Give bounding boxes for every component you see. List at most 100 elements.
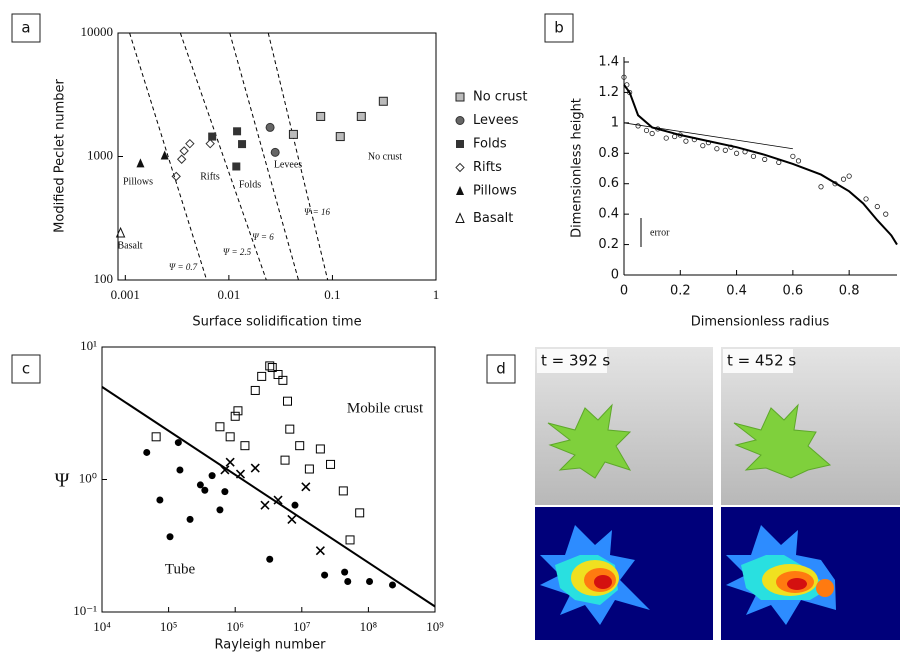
marker bbox=[378, 96, 388, 106]
data-line bbox=[623, 84, 898, 246]
marker bbox=[295, 441, 305, 451]
marker bbox=[316, 111, 326, 121]
x-tick-label: 0.6 bbox=[783, 284, 804, 299]
marker bbox=[185, 138, 195, 149]
panel-label: a bbox=[21, 19, 30, 37]
marker bbox=[345, 535, 355, 545]
marker bbox=[166, 533, 174, 541]
marker bbox=[267, 363, 277, 373]
marker bbox=[355, 508, 365, 518]
marker bbox=[186, 515, 194, 523]
guide-line bbox=[179, 32, 267, 281]
y-tick-label: 0.4 bbox=[598, 207, 619, 222]
data-line bbox=[101, 386, 436, 608]
panel-label-box bbox=[486, 354, 516, 384]
marker bbox=[621, 74, 627, 80]
legend-marker bbox=[455, 212, 465, 223]
panel-label: c bbox=[22, 360, 30, 378]
plot-frame bbox=[101, 346, 436, 613]
marker bbox=[790, 153, 796, 159]
y-tick-label: 10⁻¹ bbox=[73, 603, 97, 618]
marker bbox=[230, 411, 240, 421]
legend-label: Basalt bbox=[473, 211, 513, 226]
marker bbox=[115, 226, 126, 238]
legend-marker bbox=[456, 186, 464, 195]
x-tick-label: 0.8 bbox=[839, 284, 860, 299]
frame-left bbox=[535, 347, 713, 640]
annotation: No crust bbox=[368, 151, 402, 162]
guide-label: Ψ = 0.7 bbox=[169, 262, 198, 272]
marker bbox=[700, 143, 706, 149]
legend-marker bbox=[455, 92, 465, 102]
marker bbox=[683, 138, 689, 144]
annotation: Basalt bbox=[118, 240, 143, 251]
x-tick-label: 10⁹ bbox=[426, 619, 444, 634]
marker bbox=[208, 472, 216, 480]
x-tick-label: 10⁴ bbox=[93, 619, 111, 634]
marker bbox=[280, 455, 290, 465]
frame-right bbox=[721, 347, 900, 640]
marker bbox=[265, 122, 275, 132]
marker bbox=[304, 464, 314, 474]
marker bbox=[285, 424, 295, 434]
marker bbox=[672, 133, 678, 140]
marker bbox=[160, 150, 169, 160]
x-tick-label: 0.2 bbox=[670, 284, 691, 299]
y-axis-label: Dimensionless height bbox=[570, 98, 585, 238]
y-axis-label: Modified Peclet number bbox=[53, 78, 68, 232]
panel-label-box bbox=[11, 354, 41, 384]
guide-label: Ψ = 2.5 bbox=[223, 247, 252, 257]
marker bbox=[216, 506, 224, 514]
marker bbox=[240, 441, 250, 451]
marker bbox=[196, 481, 204, 489]
marker bbox=[225, 457, 235, 467]
marker bbox=[238, 140, 247, 149]
marker bbox=[733, 150, 740, 156]
marker bbox=[273, 495, 283, 505]
marker bbox=[338, 486, 348, 496]
x-tick-label: 10⁷ bbox=[293, 619, 311, 634]
guide-label: Ψ = 16 bbox=[304, 207, 330, 217]
y-tick-label: 1000 bbox=[87, 147, 113, 162]
marker bbox=[883, 211, 889, 217]
marker bbox=[388, 581, 396, 589]
x-tick-label: 10⁵ bbox=[160, 619, 178, 634]
legend-label: Levees bbox=[473, 113, 519, 128]
panel-label: d bbox=[496, 360, 506, 378]
guide-line bbox=[129, 32, 208, 281]
marker bbox=[643, 127, 650, 134]
y-tick-label: 0.8 bbox=[598, 146, 619, 161]
y-tick-label: 0.2 bbox=[598, 237, 619, 252]
x-tick-label: 0.01 bbox=[217, 287, 240, 302]
annotation: Levees bbox=[274, 159, 302, 170]
marker bbox=[301, 482, 311, 492]
annotation: Tube bbox=[165, 561, 196, 577]
marker bbox=[233, 127, 242, 136]
panel-label-box bbox=[11, 13, 41, 43]
guide-label: Ψ = 6 bbox=[252, 232, 274, 242]
x-tick-label: 1 bbox=[433, 287, 440, 302]
y-tick-label: 100 bbox=[94, 271, 114, 286]
marker bbox=[795, 158, 802, 164]
panel-label-box bbox=[544, 13, 574, 43]
y-tick-label: 0 bbox=[611, 268, 619, 283]
x-tick-label: 10⁶ bbox=[226, 619, 244, 634]
legend-marker bbox=[455, 162, 465, 173]
marker bbox=[151, 432, 161, 442]
marker bbox=[179, 146, 189, 156]
frame-caption: t = 452 s bbox=[727, 352, 796, 370]
marker bbox=[663, 135, 669, 141]
x-tick-label: 0.1 bbox=[324, 287, 340, 302]
marker bbox=[283, 396, 293, 406]
marker bbox=[233, 406, 243, 416]
marker bbox=[265, 361, 275, 371]
guide-line bbox=[229, 32, 299, 281]
marker bbox=[321, 571, 329, 579]
marker bbox=[273, 370, 283, 380]
legend-label: Folds bbox=[473, 137, 507, 152]
marker bbox=[221, 488, 229, 496]
marker bbox=[270, 147, 280, 157]
marker bbox=[291, 501, 299, 509]
